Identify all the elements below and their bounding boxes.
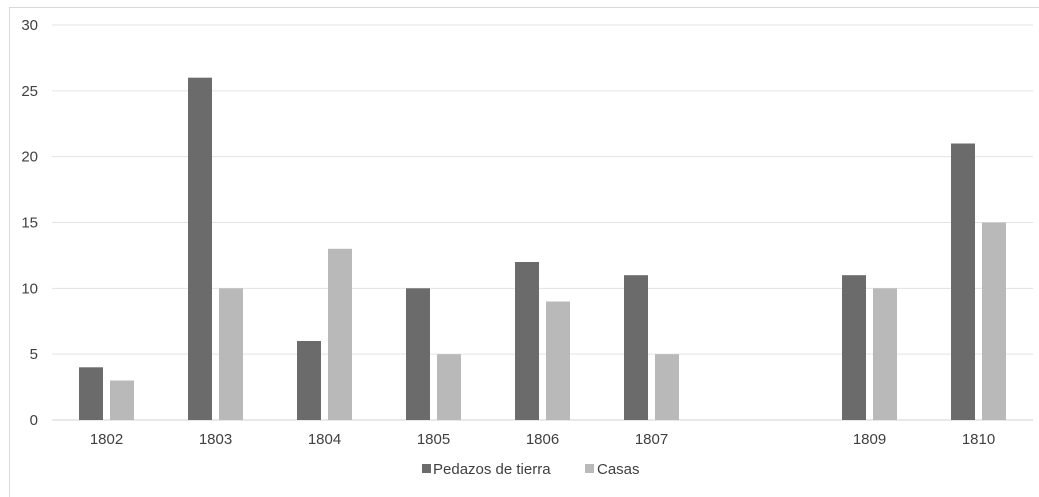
bar-casas-1810	[982, 222, 1006, 420]
bar-pedazos-1803	[188, 77, 212, 420]
bar-pedazos-1804	[297, 341, 321, 420]
bar-pedazos-1806	[515, 262, 539, 420]
gridlines	[52, 24, 1033, 421]
y-tick-label: 20	[21, 149, 38, 166]
y-tick-label: 15	[21, 215, 38, 232]
bar-pedazos-1810	[951, 143, 975, 420]
y-tick-label: 25	[21, 83, 38, 100]
y-tick-label: 30	[21, 17, 38, 34]
x-tick-label: 1810	[962, 431, 995, 448]
bar-pedazos-1802	[79, 367, 103, 420]
bar-pedazos-1807	[624, 275, 648, 420]
y-tick-label: 0	[30, 412, 38, 429]
bar-casas-1806	[546, 301, 570, 420]
legend-swatch-pedazos	[422, 464, 431, 473]
legend-label-pedazos: Pedazos de tierra	[433, 461, 551, 478]
bar-casas-1805	[437, 354, 461, 420]
bar-casas-1807	[655, 354, 679, 420]
x-tick-label: 1804	[308, 431, 341, 448]
x-tick-label: 1809	[853, 431, 886, 448]
x-tick-label: 1805	[417, 431, 450, 448]
y-tick-label: 10	[21, 280, 38, 297]
legend-label-casas: Casas	[597, 461, 640, 478]
x-axis-ticks: 1802 1803 1804 1805 1806 1807 1809 1810	[90, 431, 995, 448]
bar-casas-1804	[328, 248, 352, 420]
x-tick-label: 1802	[90, 431, 123, 448]
x-tick-label: 1806	[526, 431, 559, 448]
bars	[79, 77, 1006, 420]
bar-casas-1809	[873, 288, 897, 420]
y-axis-ticks: 0 5 10 15 20 25 30	[21, 17, 38, 429]
y-tick-label: 5	[30, 346, 38, 363]
bar-casas-1802	[110, 380, 134, 420]
chart-frame	[9, 7, 1039, 497]
legend: Pedazos de tierra Casas	[422, 461, 640, 478]
legend-swatch-casas	[585, 464, 594, 473]
bar-casas-1803	[219, 288, 243, 420]
x-tick-label: 1803	[199, 431, 232, 448]
bar-pedazos-1809	[842, 275, 866, 420]
x-tick-label: 1807	[635, 431, 668, 448]
bar-pedazos-1805	[406, 288, 430, 420]
